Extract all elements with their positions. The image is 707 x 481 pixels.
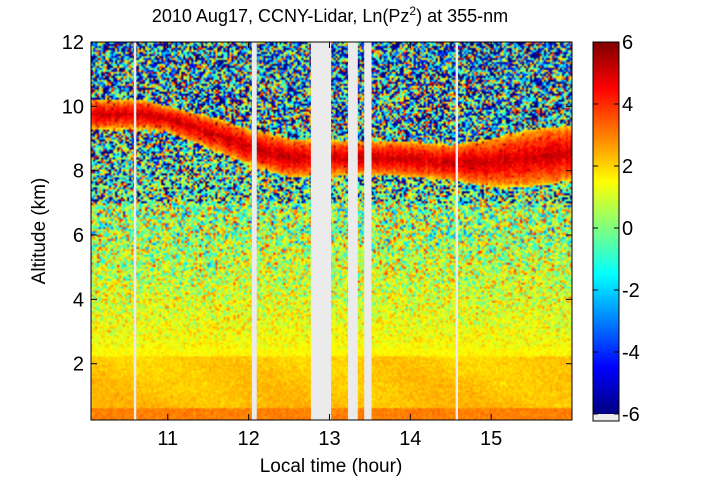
data-gap-2 [252, 42, 257, 420]
y-tick-label: 2 [73, 354, 84, 376]
colorbar-tick-label: -4 [622, 342, 640, 364]
data-gap-6 [456, 42, 458, 420]
x-tick-label: 13 [318, 428, 340, 450]
y-tick-label: 10 [62, 96, 84, 118]
chart-title: 2010 Aug17, CCNY-Lidar, Ln(Pz2) at 355-n… [152, 4, 508, 26]
y-tick-label: 12 [62, 32, 84, 54]
data-gap-3 [311, 42, 331, 420]
x-tick-label: 15 [480, 428, 502, 450]
x-tick-label: 12 [238, 428, 260, 450]
data-gap-4 [348, 42, 358, 420]
y-tick-label: 6 [73, 225, 84, 247]
lidar-figure: 2010 Aug17, CCNY-Lidar, Ln(Pz 2 ) at 355-n… [0, 0, 707, 481]
y-axis-label: Altitude (km) [29, 178, 50, 285]
chart-title-suffix: ) at 355-nm [416, 6, 508, 26]
heatmap-image [91, 42, 572, 420]
data-gap-1 [134, 42, 136, 420]
colorbar-tick-label: 0 [622, 218, 633, 240]
x-tick-label: 11 [157, 428, 178, 450]
colorbar-tick-label: -6 [622, 404, 640, 426]
y-tick-label: 4 [73, 289, 84, 311]
colorbar-tick-label: 6 [622, 32, 633, 54]
colorbar-tick-label: 4 [622, 94, 633, 116]
colorbar-tick-label: -2 [622, 280, 640, 302]
chart-title-main: 2010 Aug17, CCNY-Lidar, Ln(Pz [152, 6, 410, 26]
y-tick-label: 8 [73, 161, 84, 183]
colorbar-tick-label: 2 [622, 156, 633, 178]
data-gap-5 [364, 42, 371, 420]
colorbar-nodata-swatch [593, 414, 619, 421]
x-tick-label: 14 [399, 428, 421, 450]
x-axis-label: Local time (hour) [260, 456, 403, 477]
